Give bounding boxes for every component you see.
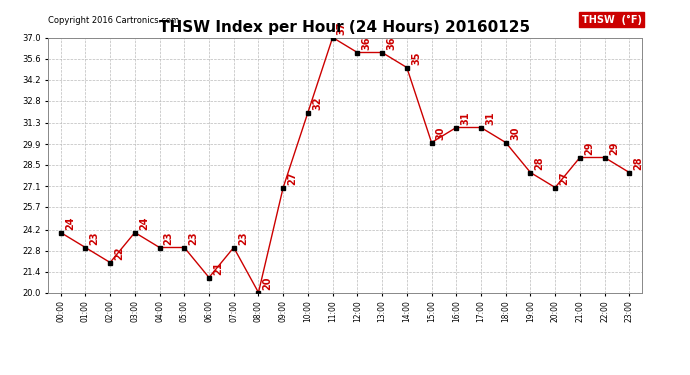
Title: THSW Index per Hour (24 Hours) 20160125: THSW Index per Hour (24 Hours) 20160125	[159, 20, 531, 35]
Text: 23: 23	[238, 231, 248, 245]
Text: 20: 20	[263, 276, 273, 290]
Text: 29: 29	[609, 141, 619, 155]
Text: 27: 27	[287, 171, 297, 185]
Text: 27: 27	[560, 171, 569, 185]
Text: Copyright 2016 Cartronics.com: Copyright 2016 Cartronics.com	[48, 16, 179, 25]
Text: THSW  (°F): THSW (°F)	[582, 15, 642, 25]
Text: 30: 30	[510, 126, 520, 140]
Text: 24: 24	[139, 216, 149, 230]
Text: 22: 22	[115, 246, 124, 260]
Text: 28: 28	[633, 156, 644, 170]
Text: 23: 23	[188, 231, 199, 245]
Text: 21: 21	[213, 261, 223, 275]
Text: 37: 37	[337, 21, 347, 35]
Text: 29: 29	[584, 141, 594, 155]
Text: 36: 36	[362, 36, 371, 50]
Text: 31: 31	[460, 111, 471, 125]
Text: 23: 23	[164, 231, 174, 245]
Text: 36: 36	[386, 36, 396, 50]
Text: 23: 23	[90, 231, 99, 245]
Text: 24: 24	[65, 216, 75, 230]
Text: 32: 32	[312, 96, 322, 110]
Text: 35: 35	[411, 51, 421, 65]
Text: 30: 30	[435, 126, 446, 140]
Text: 31: 31	[485, 111, 495, 125]
Text: 28: 28	[535, 156, 544, 170]
